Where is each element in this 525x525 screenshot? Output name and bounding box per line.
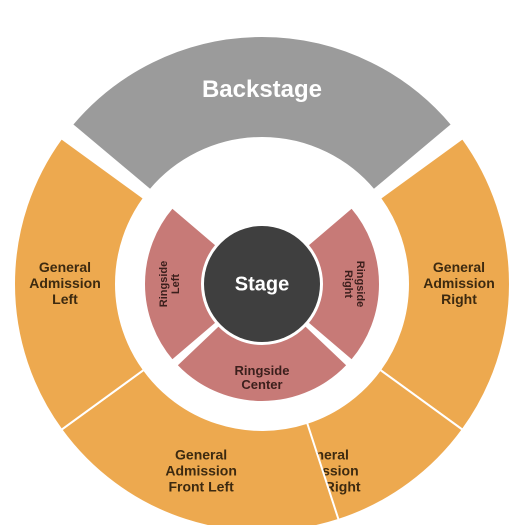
seating-chart: BackstageGeneralAdmissionRightGeneralAdm… <box>0 0 525 525</box>
section-backstage[interactable] <box>72 36 452 190</box>
stage[interactable] <box>204 226 320 342</box>
